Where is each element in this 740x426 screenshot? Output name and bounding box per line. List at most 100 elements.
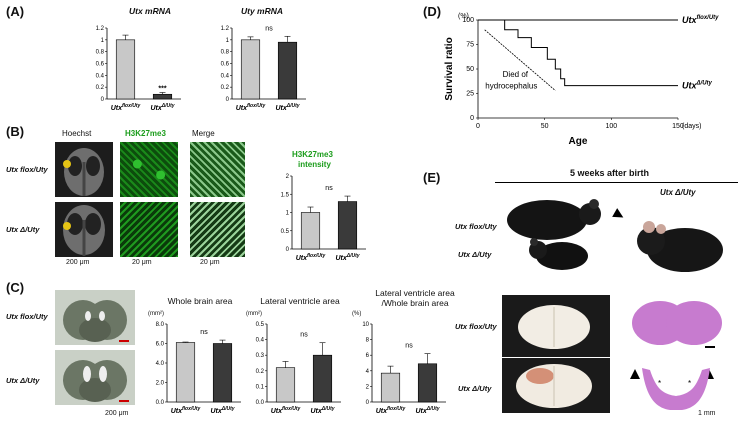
y-tick-label: 1.2 [96,26,105,32]
col-hoechst: Hoechst [62,129,92,138]
y-tick-label: 2 [366,384,370,390]
merge-image-delta [190,202,245,257]
brain-section-flox [55,290,135,345]
mouse-label-left-1: Utx flox/Uty [455,222,497,231]
bar [312,354,333,403]
bar [417,363,438,403]
uty-mrna-title: Uty mRNA [240,6,284,16]
brain-label-1: Utx flox/Uty [455,322,497,331]
scale-h3k: 20 μm [132,259,152,266]
bar [300,212,321,250]
mouse-label-left-2: Utx Δ/Uty [458,250,492,259]
x-tick-label: UtxΔ/Uty [210,406,234,415]
ratio-title-1: Lateral ventricle area [375,288,455,298]
y-tick-label: 0.6 [221,62,230,68]
x-tick-label: 0 [476,123,480,130]
h3k27me3-image-flox [120,142,178,197]
y-tick-label: 0.6 [96,62,105,68]
y-tick-label: 1 [226,38,230,44]
x-tick-label: UtxΔ/Uty [150,103,174,112]
x-unit: (days) [682,123,701,130]
uty-mrna-chart: 0 0.2 0.4 0.6 0.8 1 1.2 Utxflox/Uty UtxΔ/Uty ns [221,25,306,112]
annotation-line-2: hydrocephalus [485,82,537,91]
y-tick-label: 10 [362,322,369,328]
y-tick-label: 75 [466,42,474,49]
row-label-flox-c: Utx flox/Uty [6,312,48,321]
x-tick-label: 100 [605,123,617,130]
y-tick-label: 0 [286,247,290,253]
ratio-chart: 0 2 4 6 8 10 Utxflox/Uty UtxΔ/Uty ns [362,322,446,415]
significance-label: ns [265,25,273,32]
x-tick-label: UtxΔ/Uty [415,406,439,415]
panel-e-label: (E) [423,170,441,185]
he-section-delta: * * [636,358,716,414]
scale-hoechst: 200 μm [66,259,90,266]
x-tick-label: UtxΔ/Uty [275,103,299,112]
unit-c1: (mm²) [148,311,164,317]
unit-c3: (%) [352,311,362,317]
bar [212,343,233,403]
bar [152,93,173,100]
x-tick-label: Utxflox/Uty [296,253,326,262]
y-tick-label: 0.0 [156,400,165,406]
y-tick-label: 1.5 [281,192,290,198]
bar [277,41,298,100]
y-tick-label: 0 [101,97,105,103]
y-tick-label: 0.2 [221,85,230,91]
x-tick-label: Utxflox/Uty [111,103,141,112]
bar [115,39,136,100]
hoechst-image-flox [55,142,113,197]
significance-label: ns [200,329,208,336]
panel-c-label: (C) [6,280,25,295]
panel-a-label: (A) [6,4,25,19]
ventricle-chart: 0.0 0.1 0.2 0.3 0.4 0.5 Utxflox/Uty UtxΔ/Uty ns [256,322,341,415]
whole-brain-title: Whole brain area [167,296,233,306]
y-unit: (%) [458,13,469,20]
h3k27me3-image-delta [120,202,178,257]
ratio-title-2: /Whole brain area [381,298,449,308]
row-label-delta-b: Utx Δ/Uty [6,225,40,234]
y-tick-label: 4.0 [156,361,165,367]
y-tick-label: 6 [366,353,370,359]
bar [240,39,261,100]
x-tick-label: Utxflox/Uty [376,406,406,415]
y-tick-label: 8.0 [156,322,165,328]
mouse-label-right: Utx Δ/Uty [660,188,696,197]
arrowhead-icon [612,208,626,227]
scale-e: 1 mm [698,410,716,417]
series-line-delta [478,19,678,87]
annotation-line-1: Died of [503,70,529,79]
bar [380,372,401,403]
y-tick-label: 0.5 [281,229,290,235]
y-tick-label: 4 [366,369,370,375]
significance-label: ns [405,343,413,350]
y-tick-label: 0 [366,400,370,406]
h3k-chart-title-1: H3K27me3 [292,150,333,159]
arrowhead-icon-left [630,366,640,384]
significance-label: ns [300,332,308,339]
scale-c: 200 μm [105,410,129,417]
y-tick-label: 0.4 [256,338,265,344]
col-merge: Merge [192,129,215,138]
y-tick-label: 8 [366,338,370,344]
y-tick-label: 25 [466,91,474,98]
y-tick-label: 0.8 [221,50,230,56]
hydrocephalus-marker [484,29,556,91]
y-tick-label: 50 [466,66,474,73]
h3k-chart-title-2: intensity [298,160,331,169]
hoechst-image-delta [55,202,113,257]
merge-image-flox [190,142,245,197]
y-tick-label: 2 [286,174,290,180]
y-axis-label: Survival ratio [444,37,455,100]
x-tick-label: Utxflox/Uty [236,103,266,112]
y-tick-label: 100 [462,17,474,24]
y-tick-label: 0 [226,97,230,103]
utx-mrna-title: Utx mRNA [128,6,172,16]
mice-photo-pair [502,190,610,280]
whole-brain-chart: 0.0 2.0 4.0 6.0 8.0 Utxflox/Uty UtxΔ/Uty ns [156,322,241,415]
significance-label: *** [158,85,166,92]
x-tick-label: UtxΔ/Uty [335,253,359,262]
y-tick-label: 1.2 [221,26,230,32]
y-tick-label: 0.3 [256,353,265,359]
bar [337,201,358,250]
